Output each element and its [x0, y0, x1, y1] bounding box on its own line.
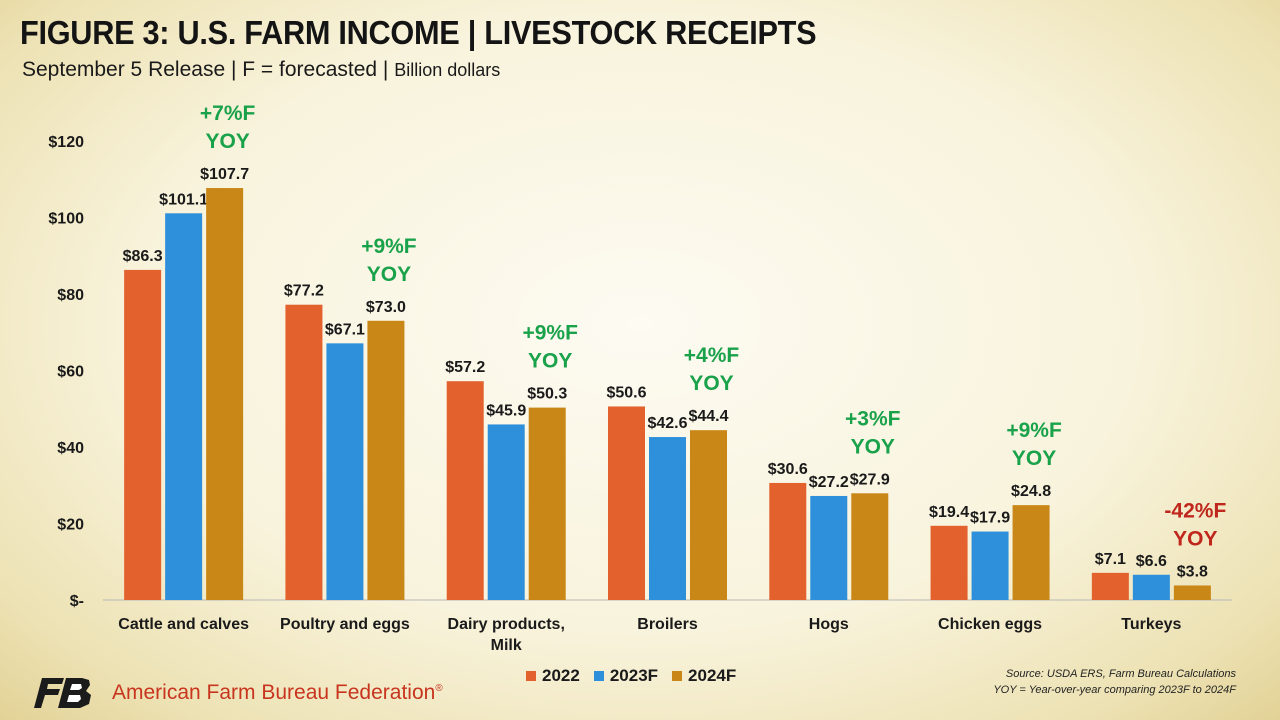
bar-2022-hogs — [769, 482, 807, 600]
yoy-annotation-value: +9%F — [361, 235, 417, 258]
farm-bureau-logo-icon: FB — [34, 676, 91, 708]
x-tick-label: Turkeys — [1121, 616, 1181, 633]
organization-name-text: American Farm Bureau Federation — [112, 681, 436, 704]
bar-2022-dairy-products-milk — [446, 381, 484, 600]
source-note: Source: USDA ERS, Farm Bureau Calculatio… — [993, 666, 1236, 698]
x-tick-label: Broilers — [637, 616, 698, 633]
bar-2022-cattle-and-calves — [124, 269, 162, 600]
legend-swatch-2023f — [593, 671, 604, 681]
data-label: $77.2 — [284, 283, 324, 300]
y-tick-label: $80 — [57, 287, 84, 304]
yoy-annotation-label: YOY — [851, 435, 895, 458]
legend: 2022 2023F 2024F — [526, 666, 736, 686]
x-tick-label: Milk — [491, 637, 522, 654]
y-tick-label: $40 — [57, 440, 84, 457]
yoy-annotation-value: -42%F — [1164, 499, 1226, 522]
data-label: $27.9 — [850, 471, 890, 488]
x-tick-label: Poultry and eggs — [280, 616, 410, 633]
y-tick-label: $100 — [48, 211, 84, 228]
x-tick-label: Cattle and calves — [118, 616, 249, 633]
yoy-annotation-label: YOY — [205, 130, 249, 153]
data-label: $86.3 — [123, 248, 163, 265]
legend-item-2022: 2022 — [526, 666, 580, 686]
yoy-annotation-value: +9%F — [1006, 419, 1062, 442]
data-label: $27.2 — [809, 474, 849, 491]
y-tick-label: $20 — [57, 517, 84, 534]
legend-item-2024f: 2024F — [672, 666, 736, 686]
x-tick-label: Hogs — [809, 616, 849, 633]
bar-2024f-cattle-and-calves — [206, 188, 244, 601]
bar-2024f-chicken-eggs — [1012, 505, 1050, 600]
data-label: $50.6 — [606, 384, 646, 401]
yoy-annotation-label: YOY — [367, 263, 411, 286]
subtitle-text: September 5 Release | F = forecasted | — [22, 58, 395, 81]
x-tick-label: Chicken eggs — [938, 616, 1042, 633]
footer-branding: FB American Farm Bureau Federation® — [34, 676, 443, 710]
data-label: $6.6 — [1136, 553, 1167, 570]
yoy-definition: YOY = Year-over-year comparing 2023F to … — [993, 684, 1236, 696]
yoy-annotation-label: YOY — [689, 372, 733, 395]
chart-title: FIGURE 3: U.S. FARM INCOME | LIVESTOCK R… — [20, 14, 817, 51]
data-label: $50.3 — [527, 386, 567, 403]
bar-chart: $- $20 $40 $60 $80 $100 $120 $86.3 $101.1 $107.7 C… — [48, 102, 1232, 654]
yoy-annotation-value: +4%F — [684, 344, 740, 367]
yoy-annotation-value: +7%F — [200, 102, 256, 125]
bar-2023f-poultry-and-eggs — [326, 343, 364, 600]
bar-2022-broilers — [608, 406, 645, 600]
data-label: $73.0 — [366, 299, 406, 316]
bar-2022-turkeys — [1091, 572, 1129, 600]
bar-2024f-hogs — [851, 493, 889, 600]
bar-2023f-hogs — [810, 495, 848, 600]
y-tick-label: $- — [70, 593, 84, 610]
data-label: $42.6 — [647, 415, 687, 432]
yoy-annotation-label: YOY — [1012, 447, 1056, 470]
data-label: $107.7 — [200, 166, 249, 183]
unit-label: Billion dollars — [394, 60, 501, 80]
bar-2023f-broilers — [649, 437, 686, 600]
bar-2023f-cattle-and-calves — [165, 213, 203, 601]
legend-swatch-2024f — [672, 671, 683, 681]
y-tick-label: $60 — [57, 364, 84, 381]
yoy-annotation-label: YOY — [1173, 527, 1217, 550]
logo-text: FB — [34, 676, 36, 677]
trademark-symbol: ® — [435, 683, 443, 694]
data-label: $19.4 — [929, 504, 969, 521]
legend-label-2022: 2022 — [542, 666, 580, 685]
bar-2024f-dairy-products-milk — [528, 407, 566, 600]
y-tick-label: $120 — [48, 134, 84, 151]
legend-label-2024f: 2024F — [688, 666, 737, 685]
data-label: $7.1 — [1095, 551, 1126, 568]
bar-2023f-dairy-products-milk — [487, 424, 525, 600]
organization-name: American Farm Bureau Federation® — [112, 681, 443, 705]
bar-2022-chicken-eggs — [930, 525, 968, 600]
legend-swatch-2022 — [526, 671, 536, 681]
yoy-annotation-value: +3%F — [845, 407, 901, 430]
data-label: $17.9 — [970, 510, 1010, 527]
data-label: $57.2 — [445, 359, 485, 376]
data-label: $44.4 — [688, 408, 728, 425]
bar-2024f-turkeys — [1173, 585, 1211, 600]
bar-2023f-turkeys — [1132, 574, 1170, 600]
chart-subtitle: September 5 Release | F = forecasted | B… — [22, 58, 500, 82]
data-label: $30.6 — [768, 461, 808, 478]
data-label: $45.9 — [486, 402, 526, 419]
bar-2024f-poultry-and-eggs — [367, 320, 405, 600]
bar-2022-poultry-and-eggs — [285, 304, 323, 600]
data-label: $101.1 — [159, 191, 208, 208]
source-line: Source: USDA ERS, Farm Bureau Calculatio… — [1005, 668, 1236, 680]
data-label: $24.8 — [1011, 483, 1051, 500]
bar-2023f-chicken-eggs — [971, 531, 1009, 600]
x-tick-label: Dairy products, — [448, 616, 565, 633]
yoy-annotation-value: +9%F — [522, 322, 578, 345]
legend-item-2023f: 2023F — [593, 666, 659, 686]
data-label: $3.8 — [1177, 563, 1208, 580]
data-label: $67.1 — [325, 321, 365, 338]
yoy-annotation-label: YOY — [528, 350, 572, 373]
bar-2024f-broilers — [690, 430, 727, 600]
legend-label-2023f: 2023F — [609, 666, 659, 685]
